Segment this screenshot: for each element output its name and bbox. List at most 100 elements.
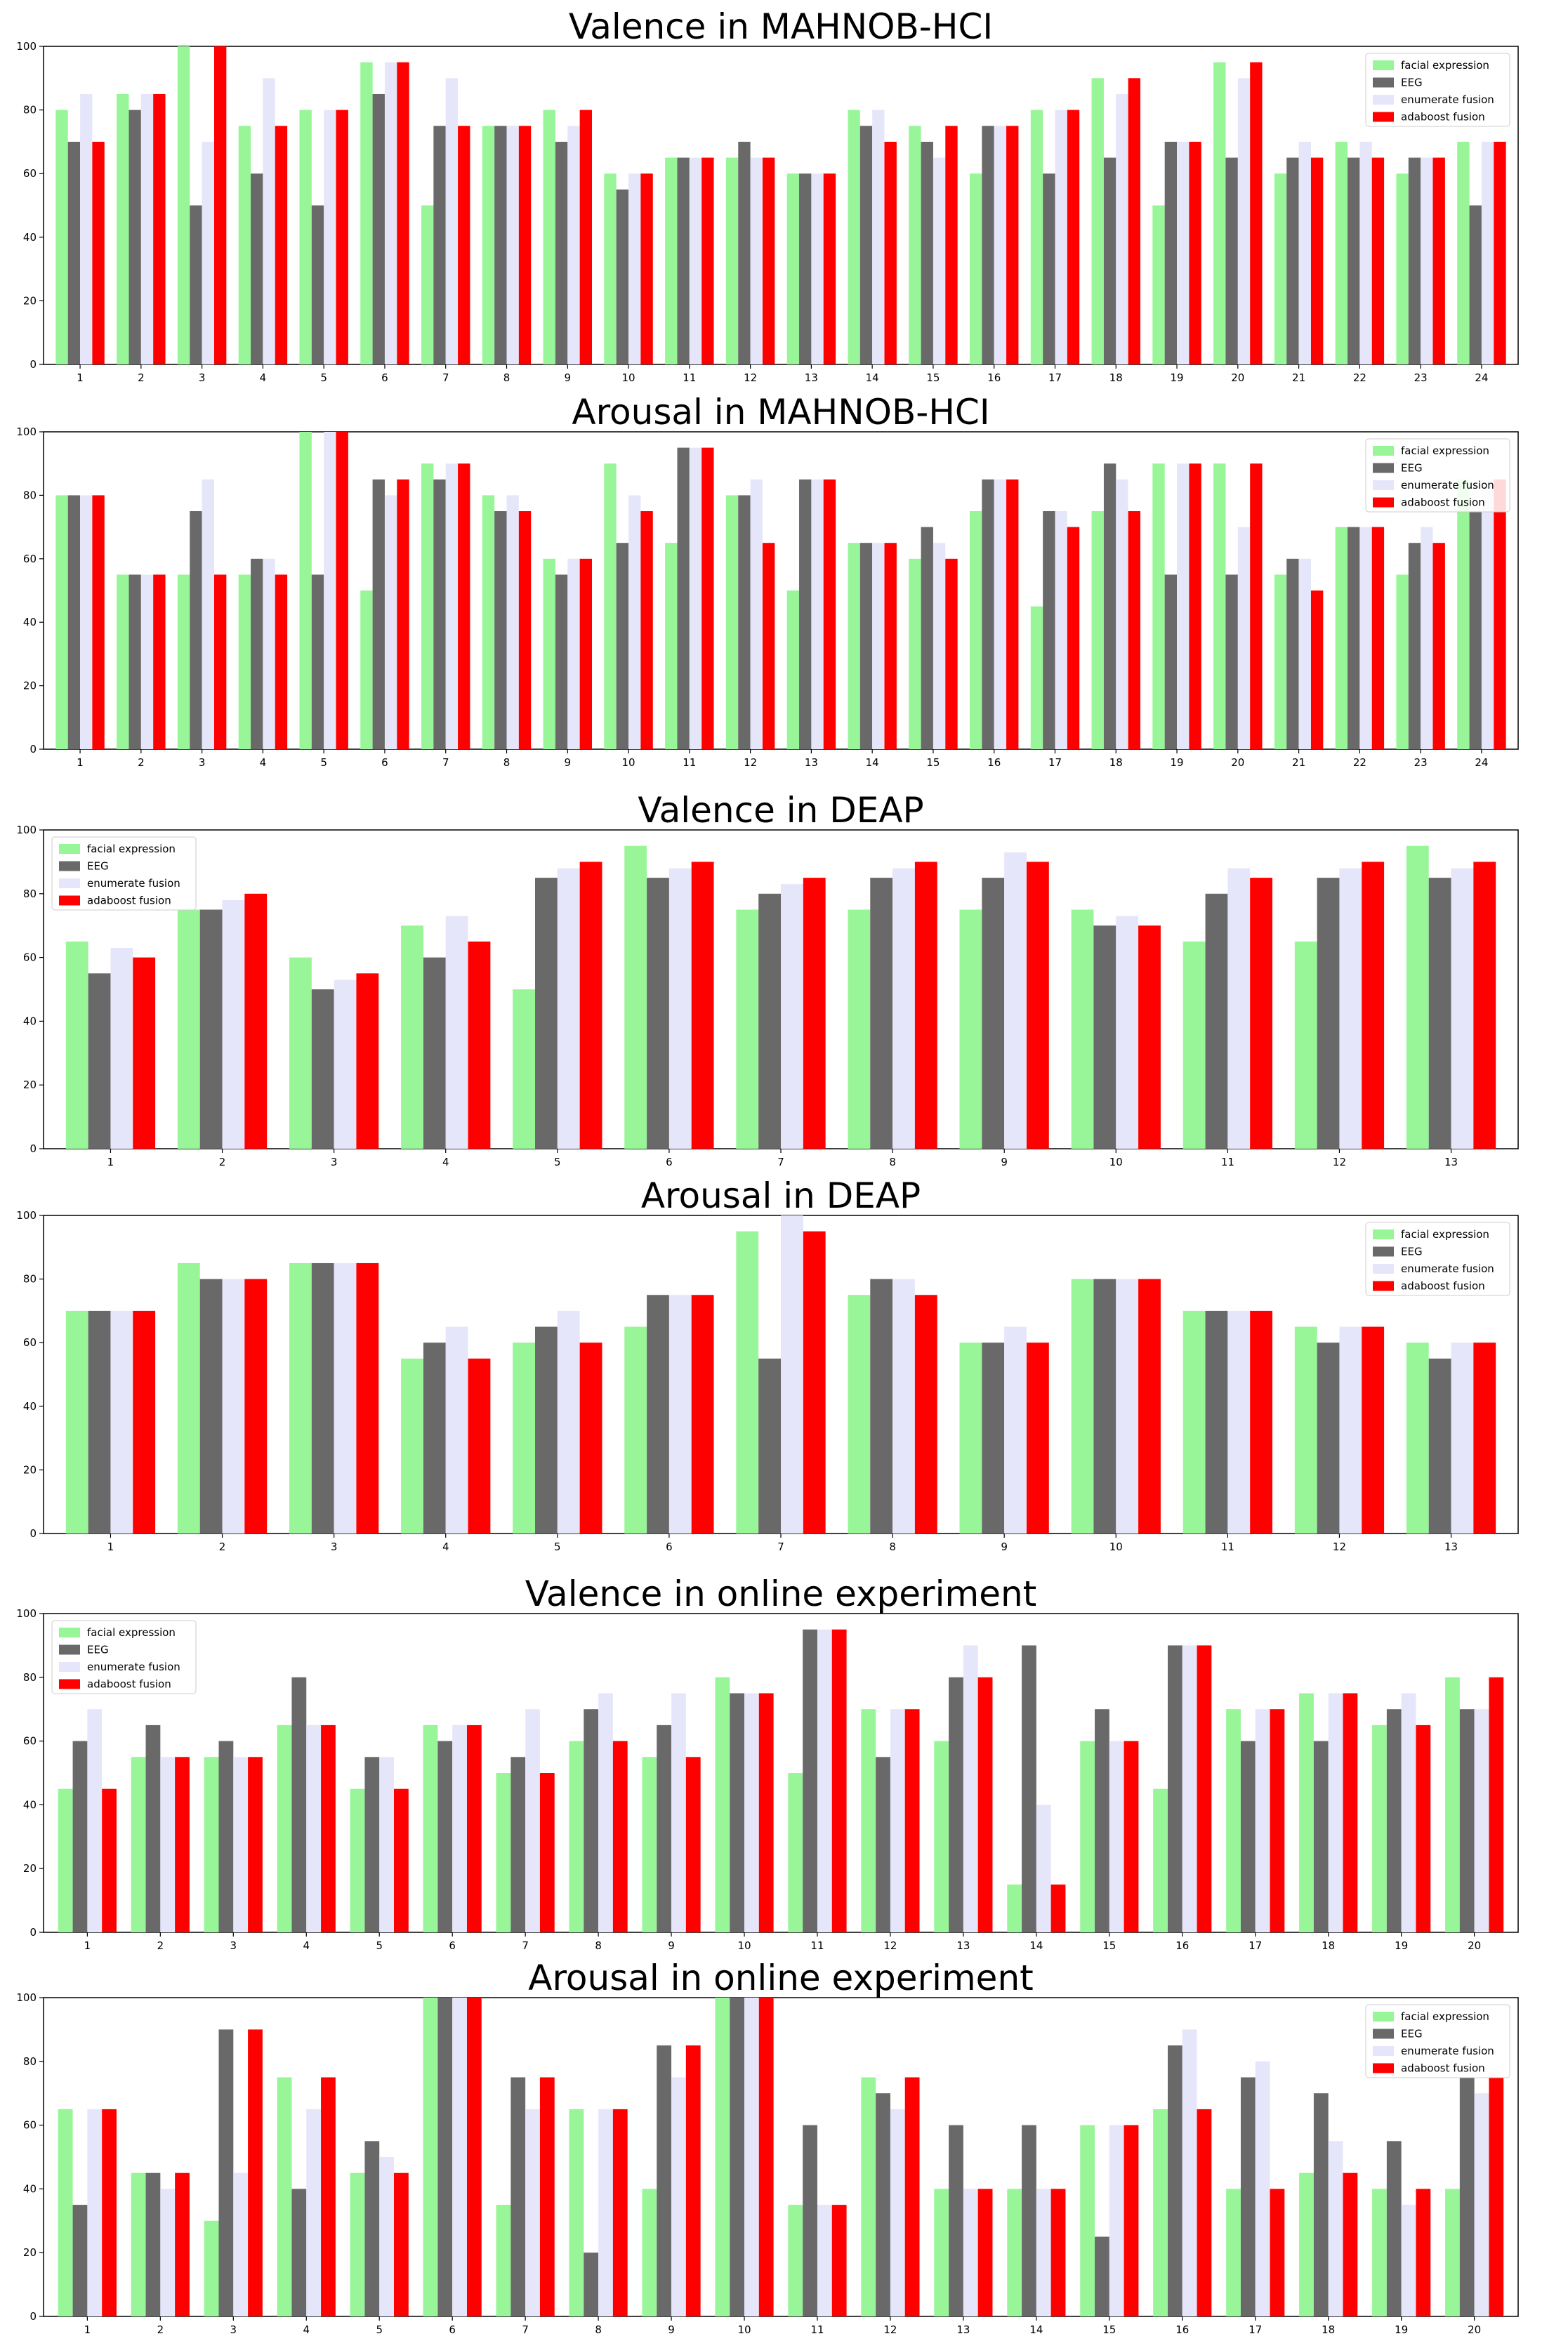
bar (175, 2172, 190, 2316)
x-tick-label: 20 (1231, 756, 1244, 769)
bar (1128, 511, 1140, 749)
bar (1091, 511, 1104, 749)
legend-label: EEG (87, 1644, 109, 1656)
bar (1240, 2077, 1256, 2316)
x-tick-label: 6 (666, 1541, 673, 1553)
bar (1237, 78, 1251, 365)
bar (421, 205, 434, 364)
bar (598, 1693, 613, 1932)
x-tick-label: 17 (1048, 756, 1062, 769)
bar (1109, 1741, 1124, 1932)
x-tick-label: 11 (683, 371, 696, 384)
x-tick-label: 16 (1175, 1939, 1189, 1952)
bar (445, 916, 468, 1149)
bar (1189, 463, 1201, 749)
legend-swatch (1373, 463, 1394, 473)
y-tick-label: 60 (23, 553, 37, 565)
bar (452, 1724, 467, 1932)
x-tick-label: 22 (1353, 371, 1366, 384)
legend: facial expression EEG enumerate fusion adab… (1365, 53, 1510, 127)
bar (468, 1358, 491, 1534)
x-tick-label: 1 (107, 1541, 114, 1553)
bar (579, 558, 592, 749)
bar (1406, 845, 1429, 1149)
bar (1071, 1279, 1094, 1534)
bar (433, 479, 446, 749)
x-tick-label: 3 (230, 2323, 237, 2336)
x-tick-label: 9 (1001, 1541, 1008, 1553)
bar (1401, 2205, 1416, 2316)
bar (1255, 1709, 1270, 1932)
bar (715, 1677, 730, 1932)
bar (1007, 1884, 1022, 1932)
legend-swatch (1373, 2012, 1394, 2021)
bar (397, 62, 409, 365)
bar (642, 2189, 657, 2316)
bar (786, 173, 800, 364)
bar (160, 2189, 176, 2316)
bar (1469, 511, 1482, 749)
legend-label: adaboost fusion (1401, 111, 1485, 124)
bar (1093, 1279, 1116, 1534)
x-tick-label: 18 (1109, 756, 1123, 769)
bar (140, 574, 154, 749)
x-tick-label: 13 (1444, 1156, 1458, 1168)
legend-label: enumerate fusion (1401, 2045, 1494, 2057)
x-tick-label: 10 (1109, 1156, 1123, 1168)
bar (1227, 868, 1251, 1149)
x-tick-label: 6 (381, 756, 388, 769)
bar (233, 2172, 249, 2316)
bar (959, 1343, 982, 1534)
bar (933, 543, 946, 749)
x-tick-label: 21 (1292, 371, 1305, 384)
bar (277, 2077, 292, 2316)
x-tick-label: 8 (595, 2323, 602, 2336)
bar (1093, 925, 1116, 1149)
legend-label: EEG (1401, 2028, 1423, 2040)
x-tick-label: 6 (449, 2323, 456, 2336)
chart-title: Valence in MAHNOB-HCI (569, 6, 993, 47)
bar (72, 2205, 88, 2316)
x-tick-label: 9 (565, 371, 572, 384)
bar (1408, 543, 1421, 749)
x-tick-label: 13 (1444, 1541, 1458, 1553)
bar (379, 2157, 395, 2316)
bar (535, 878, 558, 1149)
bar (1469, 205, 1482, 364)
bar (1421, 157, 1433, 365)
bar (831, 2205, 847, 2316)
x-tick-label: 8 (889, 1156, 896, 1168)
bar (1335, 527, 1348, 749)
bar (445, 78, 459, 365)
bar (788, 1773, 803, 1932)
bar (1067, 527, 1080, 749)
bar (579, 1343, 602, 1534)
bar (133, 957, 156, 1149)
y-tick-label: 80 (23, 104, 37, 117)
bar (689, 157, 702, 365)
bar (1294, 1326, 1317, 1534)
x-tick-label: 8 (503, 756, 510, 769)
bar (959, 909, 982, 1149)
bar (1489, 1677, 1504, 1932)
bar (1124, 2125, 1139, 2316)
x-tick-label: 24 (1475, 756, 1488, 769)
bar (350, 1788, 365, 1932)
bar (202, 479, 214, 749)
bar (738, 495, 751, 749)
bar (909, 126, 921, 364)
bar (685, 2045, 701, 2316)
bar (1250, 62, 1263, 365)
bar (1473, 862, 1496, 1149)
bar (1451, 1343, 1474, 1534)
bar (1270, 1709, 1285, 1932)
bar (921, 527, 933, 749)
y-tick-label: 40 (23, 2182, 37, 2195)
bar (892, 1279, 915, 1534)
x-tick-label: 9 (1001, 1156, 1008, 1168)
bar (1328, 2141, 1343, 2316)
bar (616, 189, 629, 364)
bar (738, 141, 751, 364)
x-tick-label: 5 (376, 2323, 383, 2336)
